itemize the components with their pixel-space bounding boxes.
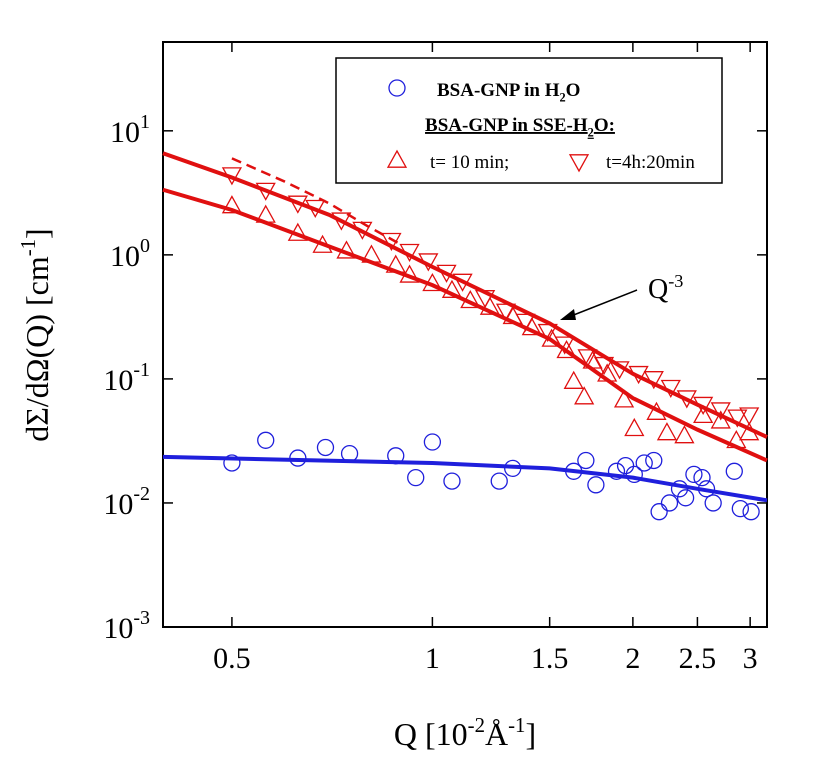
- y-tick-label: 101: [110, 111, 150, 149]
- fit-line: [162, 151, 768, 439]
- data-point: [710, 402, 731, 421]
- data-point: [739, 407, 760, 426]
- data-point: [577, 451, 595, 470]
- data-point: [674, 425, 695, 444]
- x-axis-title: Q [10-2Å-1]: [394, 714, 536, 752]
- data-point: [624, 417, 645, 437]
- y-tick-base: 10: [103, 364, 133, 397]
- fit-line: [162, 187, 768, 463]
- y-axis-title: dΣ/dΩ(Q) [cm-1]: [17, 228, 55, 441]
- data-point: [656, 422, 678, 441]
- data-point: [607, 462, 626, 480]
- legend-marker: [388, 79, 406, 97]
- annotation-arrowhead: [560, 309, 576, 320]
- text-part: BSA-GNP in SSE-H: [425, 115, 588, 136]
- y-tick-label: 10-1: [103, 359, 150, 397]
- legend-label: t= 10 min;: [430, 152, 509, 173]
- data-point: [221, 195, 243, 214]
- data-point: [710, 410, 731, 429]
- text-part: Q [10: [394, 716, 468, 752]
- text-part: O: [566, 80, 581, 101]
- legend-label: t=4h:20min: [606, 152, 695, 173]
- y-tick-exponent: -1: [133, 359, 150, 381]
- legend-marker: [386, 149, 408, 168]
- y-tick-label: 10-3: [103, 607, 150, 645]
- legend-box: [335, 57, 723, 184]
- text-part: 2: [588, 126, 594, 140]
- plot-frame: [162, 41, 768, 628]
- data-point: [616, 456, 635, 475]
- text-part: -3: [668, 271, 683, 291]
- y-tick-exponent: 0: [140, 235, 150, 257]
- data-point: [742, 503, 760, 521]
- data-point: [645, 451, 663, 470]
- y-tick-exponent: 1: [140, 111, 150, 133]
- x-tick-label: 2: [625, 642, 640, 675]
- text-part: 2: [559, 91, 565, 105]
- text-part: BSA-GNP in H: [437, 80, 560, 101]
- text-part: Å: [485, 716, 508, 752]
- text-part: ]: [525, 716, 536, 752]
- data-point: [490, 472, 508, 490]
- text-part: dΣ/dΩ(Q) [cm: [19, 256, 55, 442]
- data-point: [685, 465, 703, 484]
- data-point: [423, 433, 442, 451]
- legend-marker: [568, 154, 590, 173]
- y-tick-base: 10: [110, 116, 140, 149]
- text-part: ]: [19, 228, 55, 239]
- y-tick-label: 10-2: [103, 483, 150, 521]
- fit-line: [231, 157, 403, 247]
- text-part: -2: [468, 714, 485, 737]
- data-point: [441, 279, 463, 298]
- data-point: [223, 454, 241, 472]
- data-point: [625, 465, 643, 484]
- data-point: [693, 404, 714, 424]
- x-tick-label: 1.5: [531, 642, 569, 675]
- data-point: [660, 494, 679, 512]
- text-part: O:: [594, 115, 615, 136]
- x-tick-label: 3: [743, 642, 758, 675]
- y-tick-exponent: -3: [133, 607, 150, 629]
- data-point: [727, 409, 748, 428]
- fit-line: [162, 454, 768, 503]
- legend-label: BSA-GNP in H2O: [437, 80, 580, 105]
- data-point: [635, 454, 653, 472]
- data-point: [650, 503, 668, 521]
- text-part: -1: [17, 239, 40, 256]
- legend-title: BSA-GNP in SSE-H2O:: [425, 115, 615, 140]
- data-point: [257, 431, 275, 449]
- data-point: [443, 472, 461, 490]
- y-tick-base: 10: [103, 488, 133, 521]
- annotation-arrow: [565, 289, 638, 319]
- y-tick-exponent: -2: [133, 483, 150, 505]
- text-part: Q: [648, 274, 668, 305]
- y-tick-base: 10: [103, 612, 133, 645]
- y-tick-base: 10: [110, 240, 140, 273]
- x-tick-label: 0.5: [213, 642, 251, 675]
- y-tick-label: 100: [110, 235, 150, 273]
- data-point: [725, 462, 743, 480]
- data-point: [613, 389, 635, 408]
- x-tick-label: 1: [425, 642, 440, 675]
- data-point: [693, 468, 711, 487]
- text-part: -1: [508, 714, 525, 737]
- data-point: [731, 499, 749, 518]
- annotation: Q-3: [648, 271, 683, 305]
- data-point: [316, 438, 335, 457]
- data-point: [515, 313, 536, 332]
- data-point: [587, 476, 605, 494]
- data-point: [704, 494, 722, 512]
- data-point: [407, 468, 425, 487]
- x-tick-label: 2.5: [679, 642, 717, 675]
- data-point: [577, 349, 598, 368]
- data-point: [563, 370, 584, 389]
- data-point: [574, 386, 595, 405]
- data-point: [676, 489, 695, 507]
